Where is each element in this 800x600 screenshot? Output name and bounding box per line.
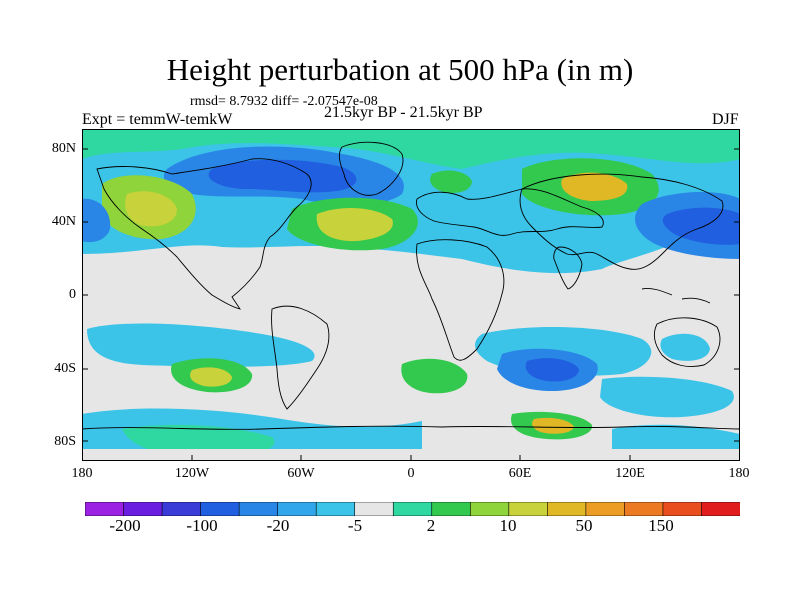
colorbar-label-2: 2 [426, 516, 436, 535]
period-subtitle: 21.5kyr BP - 21.5kyr BP [324, 104, 483, 121]
lon-label-120w: 120W [174, 466, 210, 481]
coast-north-america [96, 158, 312, 310]
colorbar-swatch-14 [624, 502, 664, 516]
contour-na-low-core [208, 159, 357, 193]
contour-atlantic-high-core [316, 207, 393, 242]
lon-label-60w: 60W [287, 466, 315, 481]
colorbar-swatch-8 [392, 502, 433, 516]
lat-label-40n: 40N [51, 214, 76, 229]
coast-europe [416, 188, 604, 236]
colorbar-swatch-3 [200, 502, 240, 516]
colorbar-label-neg200: -200 [109, 516, 141, 535]
lon-label-0: 0 [407, 466, 415, 481]
contour-npac-low-core [662, 207, 740, 245]
contour-pacific-high-core [125, 191, 177, 227]
coast-africa [416, 239, 505, 361]
contour-south-low-1-core [525, 358, 579, 382]
contour-north-green [82, 129, 740, 169]
colorbar-label-50: 50 [575, 516, 593, 535]
lon-label-120e: 120E [615, 466, 645, 481]
contour-nordic-high [430, 170, 472, 193]
contour-south-high-3-core [532, 417, 574, 434]
coast-india [553, 246, 583, 290]
contour-south-high-2 [401, 358, 468, 394]
colorbar-label-neg20: -20 [266, 516, 290, 535]
coast-greenland [338, 141, 404, 196]
coast-south-america [271, 305, 330, 410]
contour-tropic-cyan-3 [660, 333, 710, 361]
colorbar-label-10: 10 [499, 516, 517, 535]
colorbar-swatch-7 [354, 502, 395, 516]
coast-antarctica [82, 425, 740, 430]
contour-south-low-2 [600, 376, 734, 418]
lon-label-60e: 60E [508, 466, 532, 481]
coastlines [82, 141, 740, 430]
lat-label-80s: 80S [54, 434, 76, 449]
map-panel [82, 129, 740, 461]
experiment-label: Expt = temmW-temkW [82, 111, 233, 128]
colorbar-swatch-1 [123, 502, 163, 516]
stats-label: rmsd= 8.7932 diff= -2.07547e-08 [190, 94, 378, 109]
colorbar-swatch-0 [85, 502, 125, 516]
lon-label-180w: 180 [71, 466, 93, 481]
figure-title: Height perturbation at 500 hPa (in m) [166, 52, 634, 87]
lat-label-80n: 80N [51, 141, 76, 156]
colorbar-swatch-16 [701, 502, 740, 516]
colorbar-swatch-12 [547, 502, 587, 516]
axis-ticks [82, 148, 740, 461]
colorbar-swatch-2 [161, 502, 202, 516]
colorbar-swatch-6 [315, 502, 356, 516]
colorbar-swatch-15 [662, 502, 703, 516]
contour-south-high-1-core [190, 367, 232, 387]
colorbar-swatch-9 [431, 502, 472, 516]
contour-field [82, 129, 740, 461]
colorbar-swatch-5 [277, 502, 317, 516]
colorbar-swatch-11 [508, 502, 549, 516]
lat-label-40s: 40S [54, 361, 76, 376]
coast-indonesia [641, 288, 711, 304]
colorbar-label-150: 150 [648, 516, 674, 535]
colorbar-label-neg100: -100 [186, 516, 218, 535]
season-label: DJF [712, 111, 739, 128]
lat-label-0: 0 [69, 287, 76, 302]
contour-wpac-low [82, 198, 111, 243]
colorbar-swatch-13 [585, 502, 626, 516]
coast-asia [519, 173, 724, 270]
lon-label-180e: 180 [728, 466, 750, 481]
colorbar-label-neg5: -5 [347, 516, 363, 535]
colorbar-swatch-10 [469, 502, 510, 516]
colorbar [85, 502, 740, 516]
contour-asia-high-core [561, 172, 628, 201]
coast-australia [653, 317, 721, 367]
colorbar-swatch-4 [238, 502, 279, 516]
contour-tropic-cyan-1 [87, 323, 315, 367]
